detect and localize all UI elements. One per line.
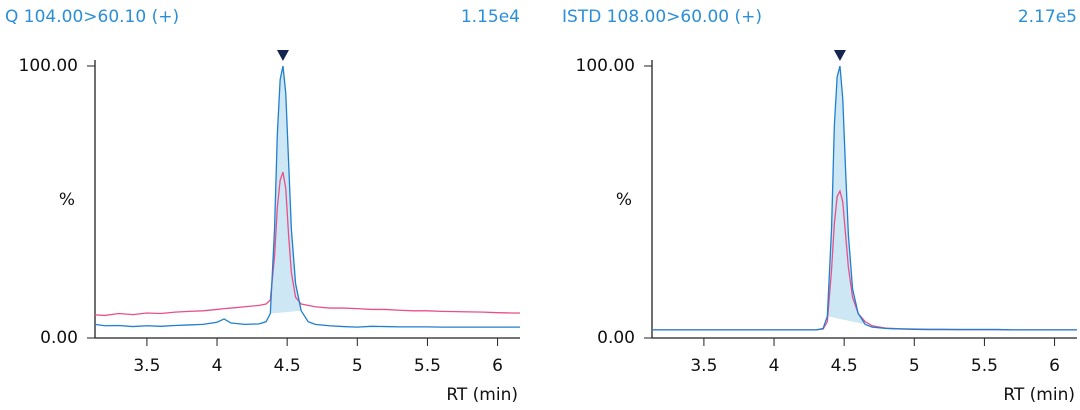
y-tick-label: 100.00	[19, 56, 78, 76]
x-tick-label: 4.5	[831, 356, 858, 376]
y-tick-label: 0.00	[597, 328, 635, 348]
x-tick-label: 6	[1049, 356, 1060, 376]
trace-line	[94, 65, 520, 328]
trace-line	[652, 65, 1077, 331]
peak-marker	[833, 50, 846, 61]
x-tick-label: 5	[909, 356, 920, 376]
x-tick-label: 4	[212, 356, 223, 376]
x-axis-label: RT (min)	[1003, 385, 1075, 405]
y-axis-label: %	[59, 190, 75, 210]
intensity-label: 1.15e4	[461, 7, 520, 27]
x-axis-label: RT (min)	[446, 385, 518, 405]
x-tick-label: 5	[352, 356, 363, 376]
x-tick-label: 5.5	[971, 356, 998, 376]
x-tick-label: 4.5	[274, 356, 301, 376]
trace-title: Q 104.00>60.10 (+)	[5, 7, 179, 27]
y-tick-label: 0.00	[40, 328, 78, 348]
peak-marker	[276, 50, 289, 61]
y-tick-label: 100.00	[576, 56, 635, 76]
x-tick-label: 5.5	[414, 356, 441, 376]
trace-title: ISTD 108.00>60.00 (+)	[562, 7, 762, 27]
x-tick-label: 6	[492, 356, 503, 376]
trace-line	[652, 189, 1077, 331]
x-tick-label: 4	[769, 356, 780, 376]
y-axis-label: %	[616, 190, 632, 210]
x-tick-label: 3.5	[133, 356, 160, 376]
intensity-label: 2.17e5	[1018, 7, 1077, 27]
trace-line	[94, 171, 520, 317]
x-tick-label: 3.5	[690, 356, 717, 376]
